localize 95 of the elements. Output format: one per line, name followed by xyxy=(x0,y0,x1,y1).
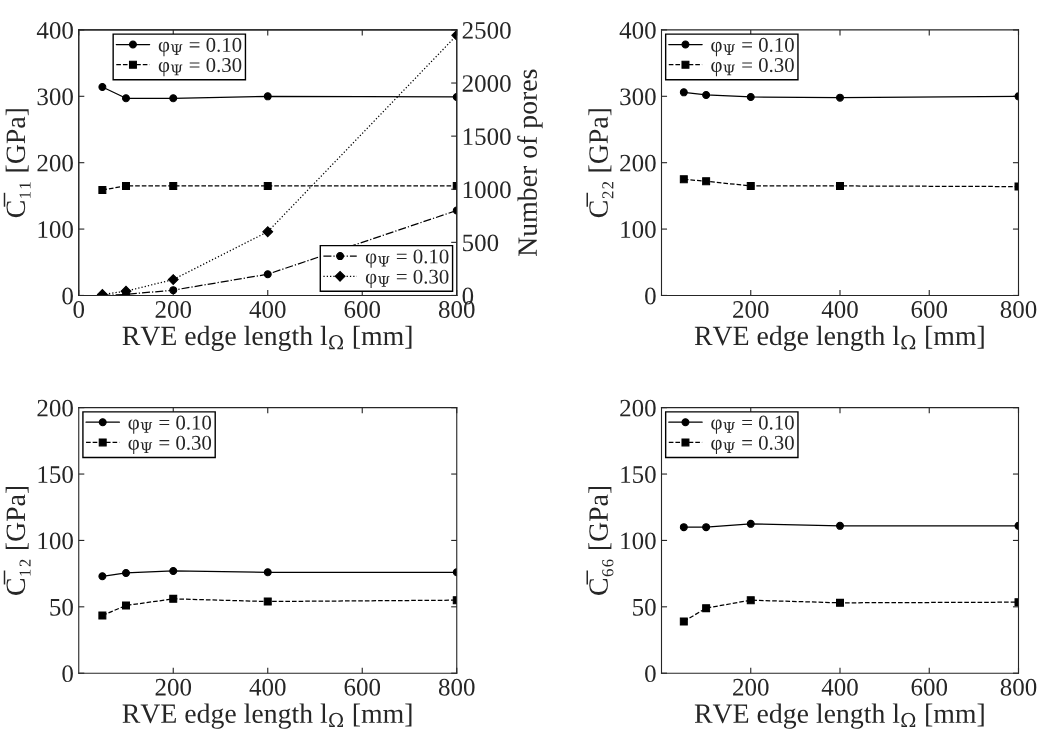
y-tick-label: 400 xyxy=(619,21,656,39)
y-tick-label: 200 xyxy=(37,154,73,172)
point xyxy=(836,93,844,102)
x-tick-label: 200 xyxy=(155,678,192,696)
x-axis-title: RVE edge length l$_{Ω}$ [mm] xyxy=(694,325,984,352)
point xyxy=(169,566,178,575)
point xyxy=(98,611,107,620)
point xyxy=(263,181,272,190)
point xyxy=(679,617,688,626)
y-tick-label: 0 xyxy=(645,287,656,305)
x-tick-label: 400 xyxy=(249,301,286,318)
point xyxy=(122,181,130,190)
y-axis-title: C̅₁₁ [GPa] xyxy=(3,109,31,218)
point xyxy=(122,568,130,577)
point xyxy=(836,181,844,190)
point xyxy=(746,519,755,528)
y-tick-label: 100 xyxy=(38,221,73,238)
x-axis-title: RVE edge length l$_{Ω}$ [mm] xyxy=(122,325,412,352)
point xyxy=(702,523,711,532)
x-tick-label: 600 xyxy=(344,678,381,696)
y-tick-label: 300 xyxy=(37,88,73,106)
y-tick-label: 0 xyxy=(645,665,656,683)
y-tick-label: 400 xyxy=(36,21,73,39)
y-tick-label: 100 xyxy=(621,221,656,238)
point xyxy=(98,185,107,194)
point xyxy=(167,274,179,285)
y-tick-label: 100 xyxy=(621,532,656,550)
y-axis-title: C̅₆₆ [GPa] xyxy=(586,486,614,595)
point xyxy=(746,596,755,605)
point xyxy=(679,523,688,532)
x-tick-label: 600 xyxy=(911,678,948,696)
legend-label: φ$_{Ψ}$ = 0.10 xyxy=(128,415,212,434)
x-tick-label: 600 xyxy=(911,301,948,318)
x-tick-label: 0 xyxy=(73,301,85,318)
y-tick-label: 50 xyxy=(50,598,73,616)
legend-label: φ$_{Ψ}$ = 0.30 xyxy=(711,58,794,77)
point xyxy=(98,572,107,581)
y-tick-label: 300 xyxy=(620,88,656,106)
y-tick-label: 0 xyxy=(62,287,73,305)
x-axis-title: RVE edge length l$_{Ω}$ [mm] xyxy=(122,703,412,729)
x-tick-label: 200 xyxy=(733,301,769,318)
legend-label: φ$_{Ψ}$ = 0.30 xyxy=(158,58,242,77)
y2-axis-title: Number of pores xyxy=(517,69,543,256)
x-tick-label: 800 xyxy=(1000,678,1037,696)
point xyxy=(263,270,272,279)
point xyxy=(679,175,688,184)
x-tick-label: 400 xyxy=(249,678,286,696)
point xyxy=(169,94,178,103)
legend-label: φ$_{Ψ}$ = 0.10 xyxy=(365,249,449,268)
x-axis-title: RVE edge length l$_{Ω}$ [mm] xyxy=(694,703,984,729)
y-tick-label: 0 xyxy=(62,665,73,683)
legend-label: φ$_{Ψ}$ = 0.30 xyxy=(128,435,212,455)
y2-tick-label: 1000 xyxy=(463,181,511,199)
point xyxy=(836,598,844,607)
y-tick-label: 150 xyxy=(38,466,73,483)
point xyxy=(836,521,844,530)
point xyxy=(263,568,272,577)
point xyxy=(746,181,755,190)
point xyxy=(122,94,130,103)
point xyxy=(262,226,274,238)
y2-tick-label: 500 xyxy=(463,234,499,252)
x-tick-label: 800 xyxy=(438,678,475,696)
y-tick-label: 50 xyxy=(633,598,656,616)
point xyxy=(169,181,178,190)
y-tick-label: 150 xyxy=(621,466,656,483)
point xyxy=(263,92,272,101)
point xyxy=(746,92,755,101)
x-tick-label: 600 xyxy=(344,301,381,318)
point xyxy=(169,594,178,603)
y-tick-label: 100 xyxy=(38,532,73,550)
y-tick-label: 200 xyxy=(620,399,656,417)
y2-tick-label: 2500 xyxy=(462,21,511,39)
y-tick-label: 200 xyxy=(620,154,656,172)
legend-label: φ$_{Ψ}$ = 0.10 xyxy=(711,37,794,57)
x-tick-label: 400 xyxy=(821,301,858,318)
point xyxy=(122,601,130,610)
point xyxy=(702,177,711,186)
legend-label: φ$_{Ψ}$ = 0.30 xyxy=(711,435,794,455)
legend-label: φ$_{Ψ}$ = 0.10 xyxy=(158,37,242,57)
y-axis-title: C̅₁₂ [GPa] xyxy=(3,486,31,595)
point xyxy=(679,88,688,97)
x-tick-label: 200 xyxy=(155,301,192,318)
y2-tick-label: 1500 xyxy=(463,128,511,146)
x-tick-label: 800 xyxy=(1000,301,1037,318)
point xyxy=(169,286,178,295)
point xyxy=(702,604,711,613)
legend-label: φ$_{Ψ}$ = 0.10 xyxy=(711,415,794,434)
x-tick-label: 400 xyxy=(821,678,858,696)
x-tick-label: 200 xyxy=(733,678,769,696)
point xyxy=(702,90,711,99)
y-axis-title: C̅₂₂ [GPa] xyxy=(586,109,614,218)
legend-label: φ$_{Ψ}$ = 0.30 xyxy=(365,269,449,288)
y2-tick-label: 2000 xyxy=(462,75,511,92)
y-tick-label: 200 xyxy=(37,399,73,417)
point xyxy=(98,83,107,91)
